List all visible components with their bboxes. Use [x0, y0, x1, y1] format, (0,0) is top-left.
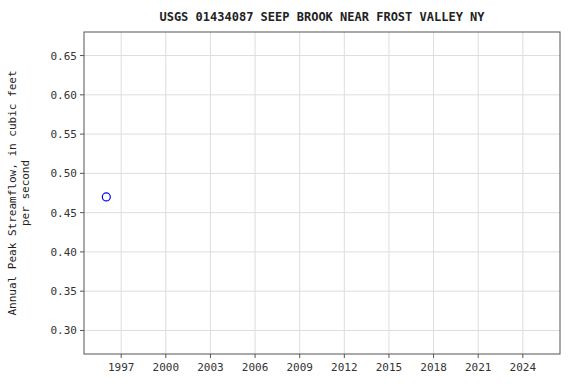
tick-y [80, 330, 84, 331]
grid-line-y [84, 134, 560, 135]
grid-line-x [210, 32, 211, 354]
tick-label-y: 0.40 [51, 246, 78, 259]
tick-y [80, 251, 84, 252]
tick-label-x: 2024 [510, 361, 537, 374]
grid-line-x [478, 32, 479, 354]
tick-y [80, 212, 84, 213]
tick-x [255, 354, 256, 358]
tick-x [299, 354, 300, 358]
tick-x [433, 354, 434, 358]
grid-line-x [388, 32, 389, 354]
grid-line-x [344, 32, 345, 354]
tick-y [80, 134, 84, 135]
grid-line-x [121, 32, 122, 354]
grid-line-y [84, 173, 560, 174]
y-axis-label-line: Annual Peak Streamflow, in cubic feet [6, 70, 19, 315]
grid-line-y [84, 212, 560, 213]
tick-x [165, 354, 166, 358]
grid-line-x [299, 32, 300, 354]
tick-label-x: 2018 [420, 361, 447, 374]
grid-line-x [255, 32, 256, 354]
tick-label-x: 2006 [242, 361, 269, 374]
tick-x [522, 354, 523, 358]
plot-background [84, 32, 560, 354]
tick-x [344, 354, 345, 358]
plot-frame [84, 32, 560, 354]
tick-label-y: 0.30 [51, 324, 78, 337]
title: USGS 01434087 SEEP BROOK NEAR FROST VALL… [159, 10, 485, 24]
tick-label-y: 0.65 [51, 50, 78, 63]
axes: 1997 2000 2003 2006 2009 2012 2015 2018 2021 2024… [51, 50, 537, 374]
tick-label-x: 2003 [197, 361, 224, 374]
grid-line-x [522, 32, 523, 354]
tick-label-y: 0.55 [51, 128, 78, 141]
grid-line-y [84, 251, 560, 252]
grid-line-x [165, 32, 166, 354]
grid-line-y [84, 291, 560, 292]
grid-line-y [84, 55, 560, 56]
tick-label-x: 2012 [331, 361, 358, 374]
point [102, 193, 110, 201]
tick-label-x: 1997 [108, 361, 135, 374]
tick-y [80, 94, 84, 95]
tick-y [80, 173, 84, 174]
tick-x [210, 354, 211, 358]
tick-x [388, 354, 389, 358]
tick-x [121, 354, 122, 358]
grid-line-y [84, 330, 560, 331]
tick-y [80, 291, 84, 292]
tick-label-x: 2000 [153, 361, 180, 374]
grid-line-x [433, 32, 434, 354]
tick-x [478, 354, 479, 358]
y-axis-label-line: per second [19, 160, 32, 226]
tick-label-y: 0.60 [51, 89, 78, 102]
tick-y [80, 55, 84, 56]
tick-label-x: 2021 [465, 361, 492, 374]
y-axis-label: Annual Peak Streamflow, in cubic feetper… [6, 70, 32, 315]
grid [84, 32, 560, 354]
tick-label-y: 0.45 [51, 207, 78, 220]
tick-label-y: 0.35 [51, 285, 78, 298]
chart: 1997 2000 2003 2006 2009 2012 2015 2018 2021 2024… [0, 0, 576, 384]
grid-line-y [84, 94, 560, 95]
marks [102, 193, 110, 201]
tick-label-y: 0.50 [51, 167, 78, 180]
tick-label-x: 2009 [286, 361, 313, 374]
tick-label-x: 2015 [376, 361, 403, 374]
